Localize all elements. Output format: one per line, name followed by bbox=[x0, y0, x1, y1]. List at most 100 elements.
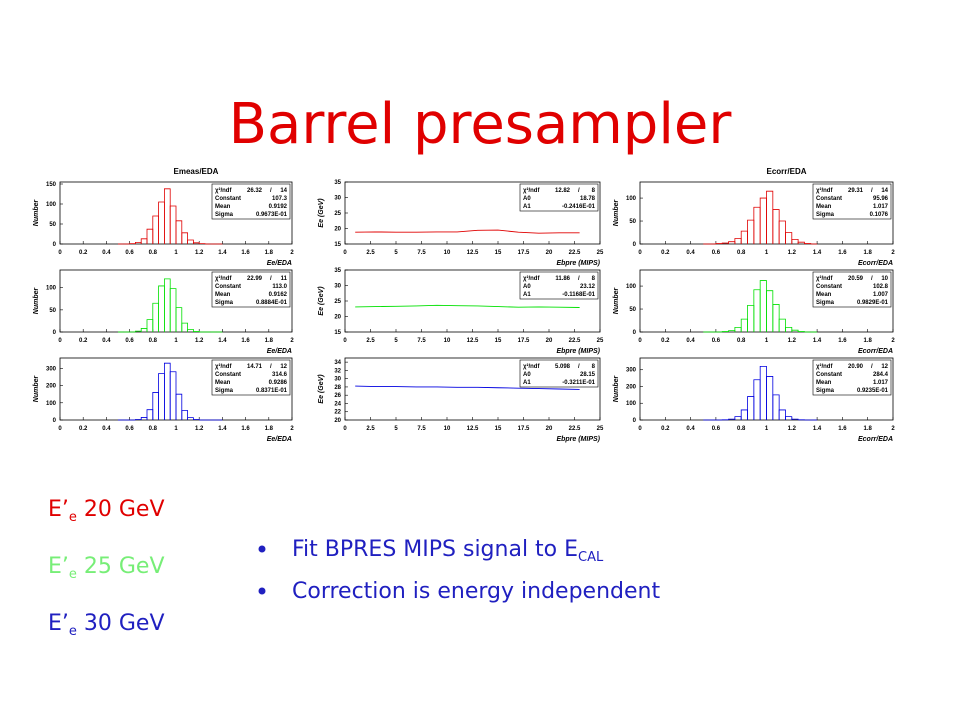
stats-value: 107.3 bbox=[272, 196, 288, 202]
stats-label: A1 bbox=[523, 380, 531, 386]
histogram-bin bbox=[766, 190, 774, 244]
x-tick-label: 5 bbox=[394, 338, 398, 344]
x-tick-label: 12.5 bbox=[467, 338, 479, 344]
x-tick-label: 1.8 bbox=[265, 426, 274, 432]
stats-sep: / bbox=[871, 276, 873, 282]
stats-label: χ²/ndf bbox=[816, 363, 833, 370]
x-tick-label: 2 bbox=[891, 250, 895, 256]
histogram-bin bbox=[169, 371, 177, 420]
histogram-bin bbox=[146, 319, 154, 332]
x-tick-label: 25 bbox=[597, 338, 604, 344]
stats-ndf: 12 bbox=[280, 364, 287, 370]
y-tick-label: 34 bbox=[334, 360, 341, 366]
energy-label: E’e 25 GeV bbox=[48, 554, 165, 582]
x-tick-label: 12.5 bbox=[467, 426, 479, 432]
stats-sep: / bbox=[871, 364, 873, 370]
histogram-bin bbox=[152, 392, 159, 420]
histogram-bin bbox=[772, 304, 780, 332]
x-tick-label: 1.8 bbox=[864, 426, 873, 432]
stats-label: Sigma bbox=[816, 300, 835, 306]
stats-value: -0.2416E-01 bbox=[562, 204, 596, 210]
stats-label: A1 bbox=[523, 204, 531, 210]
stats-label: A0 bbox=[523, 372, 531, 378]
stats-label: χ²/ndf bbox=[816, 187, 833, 194]
stats-value: 0.9673E-01 bbox=[256, 212, 288, 218]
stats-label: χ²/ndf bbox=[523, 363, 540, 370]
x-tick-label: 1 bbox=[174, 250, 178, 256]
x-tick-label: 22.5 bbox=[569, 338, 581, 344]
stats-label: Sigma bbox=[816, 212, 835, 218]
energy-value: 20 GeV bbox=[77, 497, 165, 522]
stats-value: 284.4 bbox=[873, 372, 889, 378]
stats-value: 0.1076 bbox=[870, 212, 889, 218]
x-tick-label: 0.2 bbox=[79, 338, 88, 344]
stats-value: 0.9235E-01 bbox=[857, 388, 889, 394]
stats-value: 113.0 bbox=[272, 284, 287, 290]
y-tick-label: 15 bbox=[334, 242, 341, 248]
histogram-bin bbox=[791, 329, 799, 332]
x-tick-label: 2.5 bbox=[366, 338, 375, 344]
bullet-dot bbox=[258, 587, 266, 595]
stats-value: 95.96 bbox=[873, 196, 889, 202]
y-tick-label: 22 bbox=[334, 410, 341, 416]
stats-label: Mean bbox=[816, 380, 832, 386]
histogram-bin bbox=[181, 232, 188, 244]
energy-value: 30 GeV bbox=[77, 611, 165, 636]
histogram-bin bbox=[169, 288, 177, 332]
stats-label: Constant bbox=[816, 284, 842, 290]
stats-label: Constant bbox=[215, 196, 241, 202]
x-tick-label: 0.8 bbox=[737, 250, 746, 256]
stats-label: Constant bbox=[215, 284, 241, 290]
x-tick-label: 12.5 bbox=[467, 250, 479, 256]
x-tick-label: 0 bbox=[343, 426, 347, 432]
stats-label: χ²/ndf bbox=[215, 187, 232, 194]
histogram-bin bbox=[181, 322, 188, 332]
stats-box bbox=[812, 359, 892, 396]
energy-label: E’e 30 GeV bbox=[48, 611, 165, 639]
stats-value: 20.59 bbox=[848, 276, 864, 282]
y-axis-label: Number bbox=[613, 287, 620, 315]
x-tick-label: 0 bbox=[638, 426, 642, 432]
histogram-bin bbox=[778, 318, 786, 332]
histogram-bin bbox=[747, 304, 755, 332]
y-tick-label: 100 bbox=[626, 401, 637, 407]
y-tick-label: 25 bbox=[334, 299, 341, 305]
y-tick-label: 50 bbox=[49, 308, 56, 314]
y-axis-label: Number bbox=[613, 375, 620, 403]
x-tick-label: 0.6 bbox=[125, 338, 134, 344]
x-tick-label: 2 bbox=[290, 338, 294, 344]
stats-value: 102.8 bbox=[873, 284, 889, 290]
x-tick-label: 0 bbox=[58, 250, 62, 256]
x-tick-label: 0.6 bbox=[712, 250, 721, 256]
x-tick-label: 20 bbox=[546, 426, 553, 432]
x-tick-label: 5 bbox=[394, 426, 398, 432]
x-tick-label: 2 bbox=[290, 426, 294, 432]
y-axis-label: Number bbox=[33, 199, 40, 227]
histogram-bin bbox=[146, 409, 154, 420]
x-tick-label: 20 bbox=[546, 250, 553, 256]
stats-label: χ²/ndf bbox=[523, 187, 540, 194]
x-tick-label: 0.8 bbox=[737, 426, 746, 432]
histogram-bin bbox=[175, 393, 183, 420]
y-tick-label: 20 bbox=[334, 315, 341, 321]
x-tick-label: 10 bbox=[444, 338, 451, 344]
y-tick-label: 50 bbox=[629, 219, 636, 225]
histogram-bin bbox=[158, 201, 165, 244]
x-tick-label: 1.4 bbox=[813, 338, 822, 344]
x-tick-label: 25 bbox=[597, 426, 604, 432]
histogram-bin bbox=[778, 409, 786, 420]
x-tick-label: 1.4 bbox=[813, 426, 822, 432]
histogram-bin bbox=[734, 238, 742, 244]
histogram-bin bbox=[766, 290, 774, 332]
stats-value: 26.32 bbox=[247, 188, 263, 194]
y-tick-label: 0 bbox=[633, 418, 637, 424]
stats-value: 11.86 bbox=[555, 276, 570, 282]
stats-value: -0.3211E-01 bbox=[562, 380, 595, 386]
y-tick-label: 200 bbox=[626, 384, 637, 390]
x-axis-label: Ee/EDA bbox=[267, 260, 292, 267]
x-tick-label: 0.8 bbox=[149, 338, 158, 344]
x-tick-label: 22.5 bbox=[569, 250, 581, 256]
histogram-bin bbox=[753, 289, 761, 332]
